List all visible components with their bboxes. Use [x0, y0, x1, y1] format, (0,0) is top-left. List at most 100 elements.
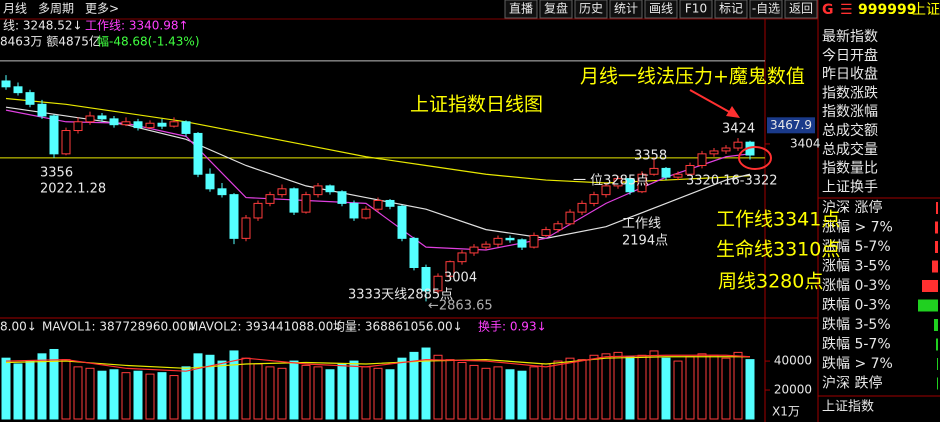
breadth-bar	[918, 299, 938, 312]
toolbar-button[interactable]	[574, 0, 608, 19]
last-price-label: 3467.9	[770, 118, 812, 132]
candle-body	[601, 185, 611, 196]
breadth-bar	[935, 241, 938, 253]
candle-body	[481, 243, 491, 248]
candle-body	[553, 223, 563, 231]
toolbar-tab[interactable]: 更多>	[85, 2, 119, 16]
toolbar-tab[interactable]: 月线	[3, 2, 27, 16]
annotation: 2194点	[622, 234, 668, 249]
sidebar-field: 昨日收盘	[822, 66, 878, 83]
candle-body	[709, 150, 719, 155]
candle-body	[145, 122, 155, 129]
volume-bar	[325, 369, 335, 420]
volume-bar	[337, 363, 347, 420]
volume-bar	[217, 360, 227, 420]
toolbar-button[interactable]	[644, 0, 678, 19]
candle-body	[61, 130, 71, 155]
toolbar-button-label[interactable]: 返回	[789, 2, 813, 16]
breadth-bar	[936, 338, 938, 351]
breadth-label: 涨幅 0-3%	[822, 278, 891, 294]
toolbar-button[interactable]	[679, 0, 713, 19]
volume-bar	[73, 366, 83, 420]
sidebar-field: 最新指数	[822, 29, 878, 45]
annotation: 工作线	[622, 217, 661, 232]
volume-bar	[661, 357, 671, 420]
candle-body	[49, 115, 59, 155]
toolbar-button-label[interactable]: 画线	[649, 2, 673, 16]
arrow-head	[726, 106, 740, 118]
volume-bar	[313, 366, 323, 420]
toolbar-button-label[interactable]: -自选	[752, 2, 780, 16]
menu-icon[interactable]: ☰	[840, 2, 853, 18]
toolbar-button-label[interactable]: 标记	[719, 2, 743, 16]
toolbar-button-label[interactable]: 直播	[509, 2, 533, 16]
volume-bar	[493, 366, 503, 420]
candle-body	[625, 178, 635, 193]
candle-body	[493, 237, 503, 245]
ma-line	[5, 354, 751, 372]
sidebar-field: 上证换手	[822, 178, 878, 195]
volume-bar	[61, 359, 71, 420]
toolbar-button-label[interactable]: 复盘	[544, 1, 568, 16]
sidebar-code: 999999	[858, 2, 916, 18]
breadth-bar	[937, 377, 938, 390]
annotation: 3424	[722, 122, 755, 137]
y-tick-label: 40000	[774, 354, 812, 368]
candle-body	[205, 173, 215, 190]
volume-bar	[205, 354, 215, 420]
sidebar-field: 总成交量	[822, 141, 878, 158]
breadth-label: 沪深 跌停	[822, 375, 882, 392]
y-tick-label: 20000	[774, 383, 812, 397]
annotation: 3333天线2885点	[348, 288, 453, 303]
volume-bar	[25, 360, 35, 420]
volume-bar	[445, 359, 455, 420]
volume-bar	[181, 366, 191, 420]
toolbar-button[interactable]	[784, 0, 818, 19]
sidebar-field: 指数涨跌	[822, 85, 878, 101]
candle-body	[301, 194, 311, 213]
volume-bar	[457, 362, 467, 420]
annotation: 3004	[444, 271, 477, 286]
toolbar-button[interactable]	[714, 0, 748, 19]
candle-body	[685, 164, 695, 175]
toolbar-button[interactable]	[504, 0, 538, 19]
last-price-box	[767, 117, 815, 134]
candle-body	[589, 194, 599, 204]
toolbar-tab[interactable]: 多周期	[38, 2, 74, 16]
candle-body	[577, 202, 587, 213]
info-work-line: 工作线: 3340.98↑	[85, 19, 189, 33]
toolbar-button-label[interactable]: 历史	[579, 2, 603, 16]
candle-body	[445, 261, 455, 277]
annotation: ←2863.65	[428, 299, 493, 314]
volume-bar	[481, 367, 491, 420]
volume-bar	[109, 369, 119, 420]
volume-bar	[229, 350, 239, 420]
candle-body	[649, 167, 659, 175]
candle-body	[109, 118, 119, 126]
sidebar-field: 今日开盘	[822, 47, 878, 64]
sidebar-prefix: G	[822, 2, 834, 18]
candle-body	[361, 208, 371, 219]
sidebar-field: 总成交额	[822, 122, 878, 139]
toolbar-button-label[interactable]: F10	[685, 2, 707, 16]
breadth-label: 跌幅 > 7%	[822, 356, 893, 372]
highlight-circle	[738, 146, 772, 170]
candle-body	[613, 178, 623, 187]
toolbar-button[interactable]	[749, 0, 783, 19]
toolbar-button[interactable]	[539, 0, 573, 19]
annotation: 3358	[634, 149, 667, 164]
candle-body	[457, 252, 467, 263]
volume-bar	[565, 357, 575, 420]
volume-bar	[625, 356, 635, 420]
toolbar-button-label[interactable]: 统计	[614, 2, 638, 16]
toolbar-button[interactable]	[609, 0, 643, 19]
volume-bar	[289, 360, 299, 420]
breadth-bar	[922, 280, 938, 292]
volume-header: 换手: 0.93↓	[478, 320, 547, 334]
annotations: 上证指数日线图 月线一线法压力+魔鬼数值 3424 3358 3356 2022…	[40, 66, 840, 314]
volume-bar	[421, 347, 431, 420]
volume-bar	[349, 360, 359, 420]
volume-bar	[397, 357, 407, 420]
candle-body	[253, 202, 263, 219]
candle-body	[325, 185, 335, 193]
